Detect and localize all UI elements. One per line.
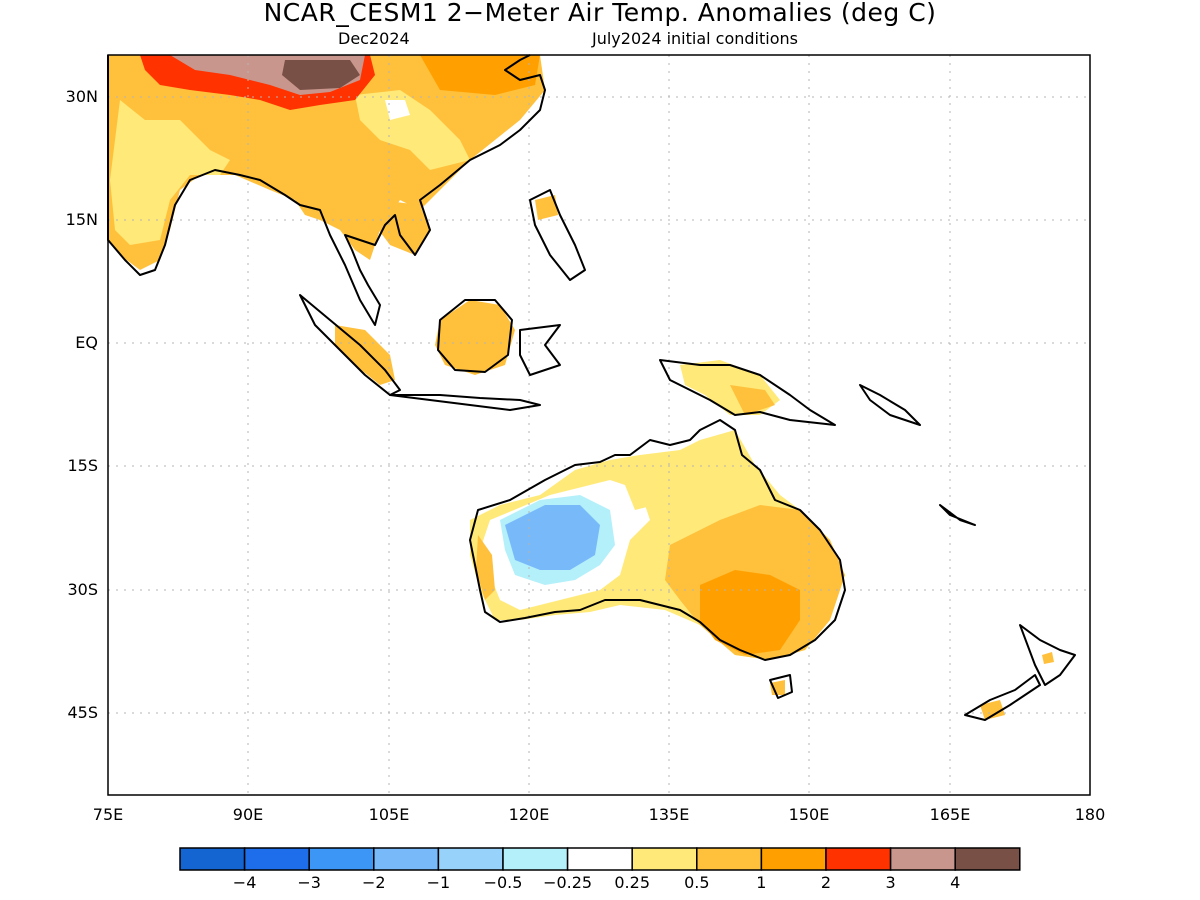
china-strong-area bbox=[420, 55, 540, 95]
valid-month-label: Dec2024 bbox=[338, 29, 410, 48]
australia-cool-area bbox=[505, 505, 600, 570]
lat-tick: 30N bbox=[66, 87, 98, 106]
philippines-coast bbox=[529, 189, 586, 281]
lat-tick: 30S bbox=[67, 580, 98, 599]
borneo-warm-area bbox=[435, 300, 515, 375]
chart-title: NCAR_CESM1 2−Meter Air Temp. Anomalies (… bbox=[263, 0, 937, 27]
colorbar-label: 0.5 bbox=[684, 873, 709, 892]
lon-tick: 90E bbox=[233, 805, 263, 824]
newguinea-warm-area bbox=[730, 385, 775, 415]
colorbar-label: −4 bbox=[233, 873, 257, 892]
wa-coast-warm-area bbox=[476, 535, 495, 600]
lon-tick: 105E bbox=[369, 805, 410, 824]
colorbar-swatch bbox=[825, 847, 892, 871]
newguinea-coast bbox=[659, 359, 836, 426]
nz-south-warm-spot bbox=[980, 700, 1005, 720]
china-mild-area bbox=[355, 90, 470, 170]
plot-frame bbox=[107, 54, 1091, 796]
india-mild-area bbox=[110, 100, 230, 245]
lon-tick: 75E bbox=[93, 805, 123, 824]
nt-mild-spot bbox=[625, 480, 655, 510]
tasmania-coast bbox=[769, 674, 793, 699]
tasmania-warm-spot bbox=[770, 680, 785, 695]
colorbar-swatch bbox=[631, 847, 698, 871]
nz-south-coast bbox=[964, 674, 1041, 721]
colorbar-swatch bbox=[373, 847, 440, 871]
colorbar-label: 0.25 bbox=[614, 873, 650, 892]
lat-tick: EQ bbox=[75, 333, 98, 352]
colorbar-label: −0.5 bbox=[484, 873, 523, 892]
sulawesi-coast bbox=[519, 324, 561, 376]
tibet-extreme-area bbox=[282, 60, 360, 90]
colorbar-swatch bbox=[243, 847, 310, 871]
latitude-labels: 30N 15N EQ 15S 30S 45S bbox=[66, 87, 98, 722]
lon-tick: 180 bbox=[1075, 805, 1106, 824]
java-coast bbox=[389, 394, 541, 411]
colorbar-swatch bbox=[566, 847, 633, 871]
colorbar-label: −1 bbox=[427, 873, 451, 892]
nz-north-warm-spot bbox=[1042, 652, 1054, 664]
colorbar-swatch bbox=[502, 847, 569, 871]
lon-tick: 165E bbox=[930, 805, 971, 824]
init-conditions-label: July2024 initial conditions bbox=[592, 29, 798, 48]
colorbar-swatch bbox=[760, 847, 827, 871]
colorbar-swatch bbox=[437, 847, 504, 871]
lon-tick: 135E bbox=[649, 805, 690, 824]
colorbar-swatch bbox=[889, 847, 956, 871]
australia-strong-area bbox=[700, 570, 800, 655]
lon-tick: 150E bbox=[789, 805, 830, 824]
colorbar: −4 −3 −2 −1 −0.5 −0.25 0.25 0.5 1 2 3 4 bbox=[179, 847, 1021, 892]
colorbar-swatch bbox=[308, 847, 375, 871]
new-caledonia-coast bbox=[939, 504, 976, 526]
solomon-coast bbox=[859, 384, 921, 426]
indochina-warm-area bbox=[375, 200, 430, 255]
colorbar-label: −0.25 bbox=[543, 873, 592, 892]
borneo-coast bbox=[437, 299, 513, 373]
colorbar-label: 1 bbox=[756, 873, 766, 892]
colorbar-label: 2 bbox=[821, 873, 831, 892]
sumatra-coast bbox=[299, 294, 401, 396]
asia-coastline bbox=[107, 54, 546, 326]
colorbar-label: −3 bbox=[297, 873, 321, 892]
colorbar-label: −2 bbox=[362, 873, 386, 892]
lat-tick: 15N bbox=[66, 210, 98, 229]
australia-coast bbox=[469, 419, 846, 661]
sumatra-warm-area bbox=[335, 325, 395, 385]
lat-tick: 15S bbox=[67, 456, 98, 475]
colorbar-label: 4 bbox=[950, 873, 960, 892]
coastlines bbox=[107, 54, 1076, 721]
colorbar-swatch bbox=[179, 847, 246, 871]
asia-warm-area bbox=[108, 55, 545, 270]
china-neutral-spot bbox=[385, 100, 410, 120]
colorbar-swatch bbox=[696, 847, 763, 871]
colorbar-swatch bbox=[954, 847, 1021, 871]
philippines-warm-area bbox=[535, 195, 558, 220]
colorbar-label: 3 bbox=[886, 873, 896, 892]
lat-tick: 45S bbox=[67, 703, 98, 722]
anomaly-shading bbox=[108, 55, 1054, 720]
lon-tick: 120E bbox=[509, 805, 550, 824]
longitude-labels: 75E 90E 105E 120E 135E 150E 165E 180 bbox=[93, 805, 1106, 824]
nz-north-coast bbox=[1019, 624, 1076, 686]
graticule bbox=[108, 55, 1090, 795]
